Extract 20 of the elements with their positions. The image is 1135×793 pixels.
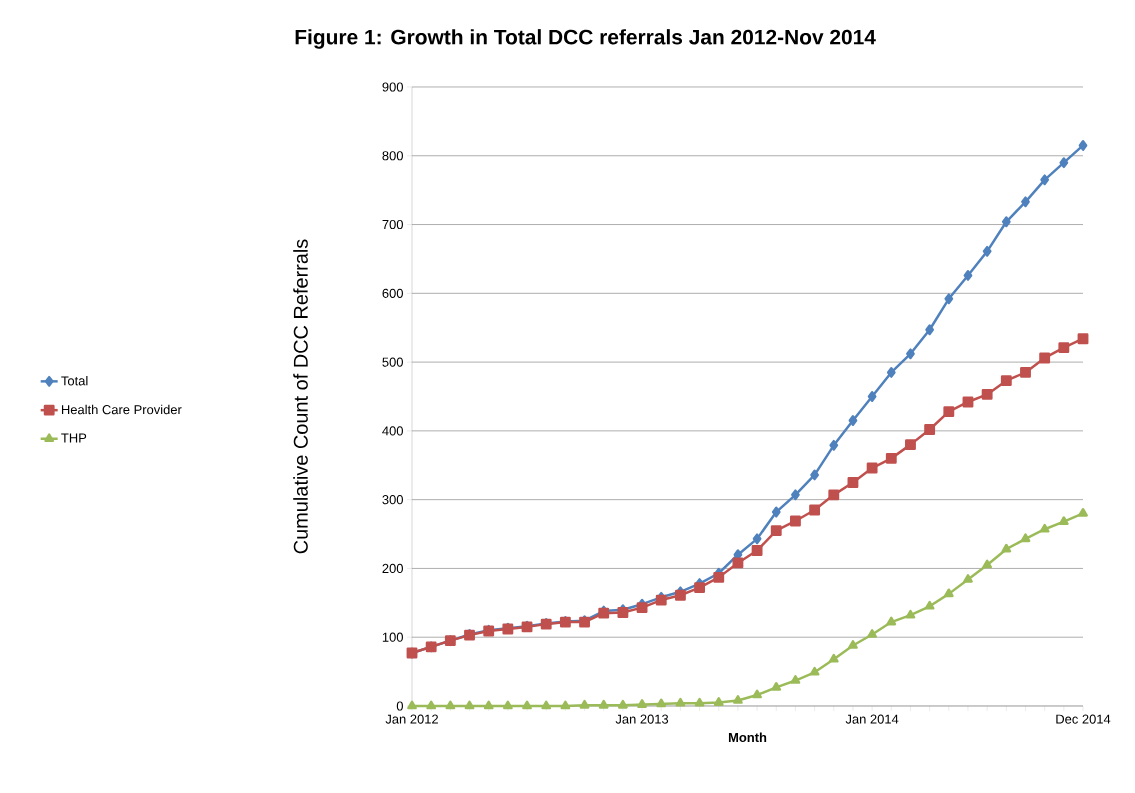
chart-title: Figure 1: Growth in Total DCC referrals Jan 2012-Nov 2014 — [295, 29, 876, 49]
x-axis-title: Month — [728, 732, 767, 743]
x-tick-label: Jan 2014 — [845, 714, 899, 724]
x-tick-label: Jan 2013 — [615, 714, 669, 724]
legend-label: Total — [61, 375, 88, 386]
y-tick-label: 800 — [382, 151, 403, 161]
y-tick-label: 500 — [382, 357, 403, 367]
y-tick-label: 0 — [396, 701, 403, 711]
legend-label: THP — [61, 433, 87, 443]
y-tick-label: 900 — [382, 82, 403, 92]
y-axis-title: Cumulative Count of DCC Referrals — [293, 239, 308, 554]
y-tick-label: 700 — [382, 219, 403, 230]
y-tick-label: 200 — [382, 563, 403, 574]
x-tick-label: Dec 2014 — [1056, 714, 1111, 724]
y-tick-label: 600 — [382, 288, 403, 298]
y-tick-label: 300 — [382, 495, 403, 505]
y-tick-label: 100 — [382, 632, 403, 642]
x-tick-label: Jan 2012 — [385, 714, 438, 724]
legend-label: Health Care Provider — [61, 404, 182, 415]
y-tick-label: 400 — [382, 426, 403, 436]
